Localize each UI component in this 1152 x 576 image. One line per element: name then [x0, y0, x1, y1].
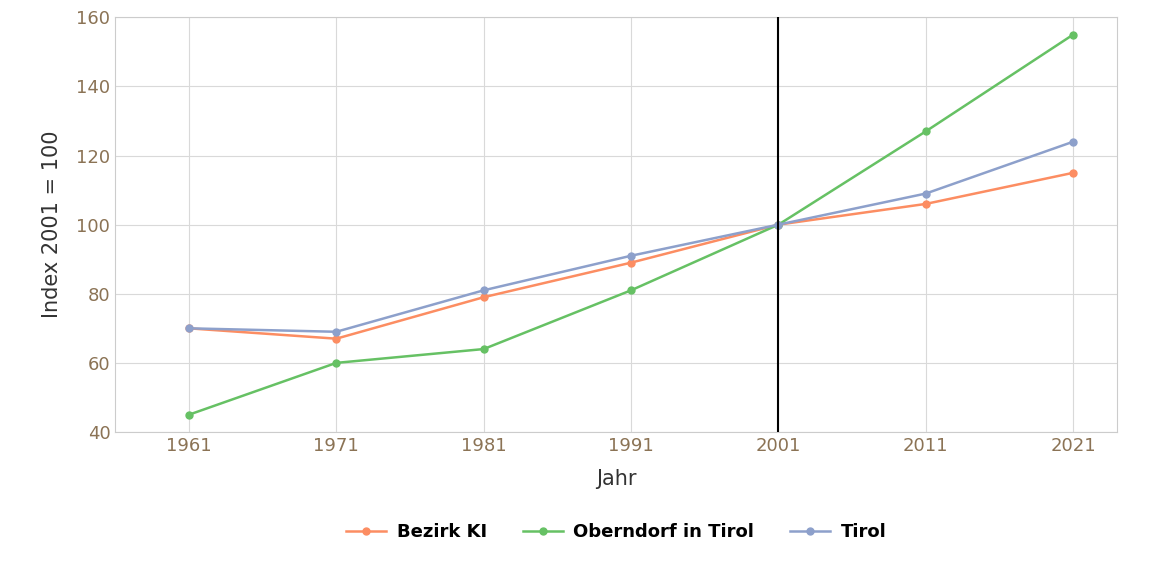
Bezirk KI: [1067, 169, 1081, 176]
Bezirk KI: [624, 259, 638, 266]
Tirol: [919, 190, 933, 197]
Bezirk KI: [329, 335, 343, 342]
Bezirk KI: [919, 200, 933, 207]
Bezirk KI: [477, 294, 491, 301]
Oberndorf in Tirol: [477, 346, 491, 353]
Tirol: [477, 287, 491, 294]
Line: Bezirk KI: Bezirk KI: [185, 169, 1077, 342]
Line: Oberndorf in Tirol: Oberndorf in Tirol: [185, 31, 1077, 418]
Tirol: [329, 328, 343, 335]
Bezirk KI: [772, 221, 786, 228]
Legend: Bezirk KI, Oberndorf in Tirol, Tirol: Bezirk KI, Oberndorf in Tirol, Tirol: [339, 516, 894, 548]
Oberndorf in Tirol: [919, 128, 933, 135]
Oberndorf in Tirol: [1067, 31, 1081, 38]
Bezirk KI: [182, 325, 196, 332]
Line: Tirol: Tirol: [185, 138, 1077, 335]
Y-axis label: Index 2001 = 100: Index 2001 = 100: [43, 131, 62, 319]
Oberndorf in Tirol: [772, 221, 786, 228]
Oberndorf in Tirol: [182, 411, 196, 418]
Tirol: [1067, 138, 1081, 145]
Tirol: [624, 252, 638, 259]
Tirol: [772, 221, 786, 228]
Tirol: [182, 325, 196, 332]
Oberndorf in Tirol: [624, 287, 638, 294]
Oberndorf in Tirol: [329, 359, 343, 366]
X-axis label: Jahr: Jahr: [596, 469, 637, 489]
